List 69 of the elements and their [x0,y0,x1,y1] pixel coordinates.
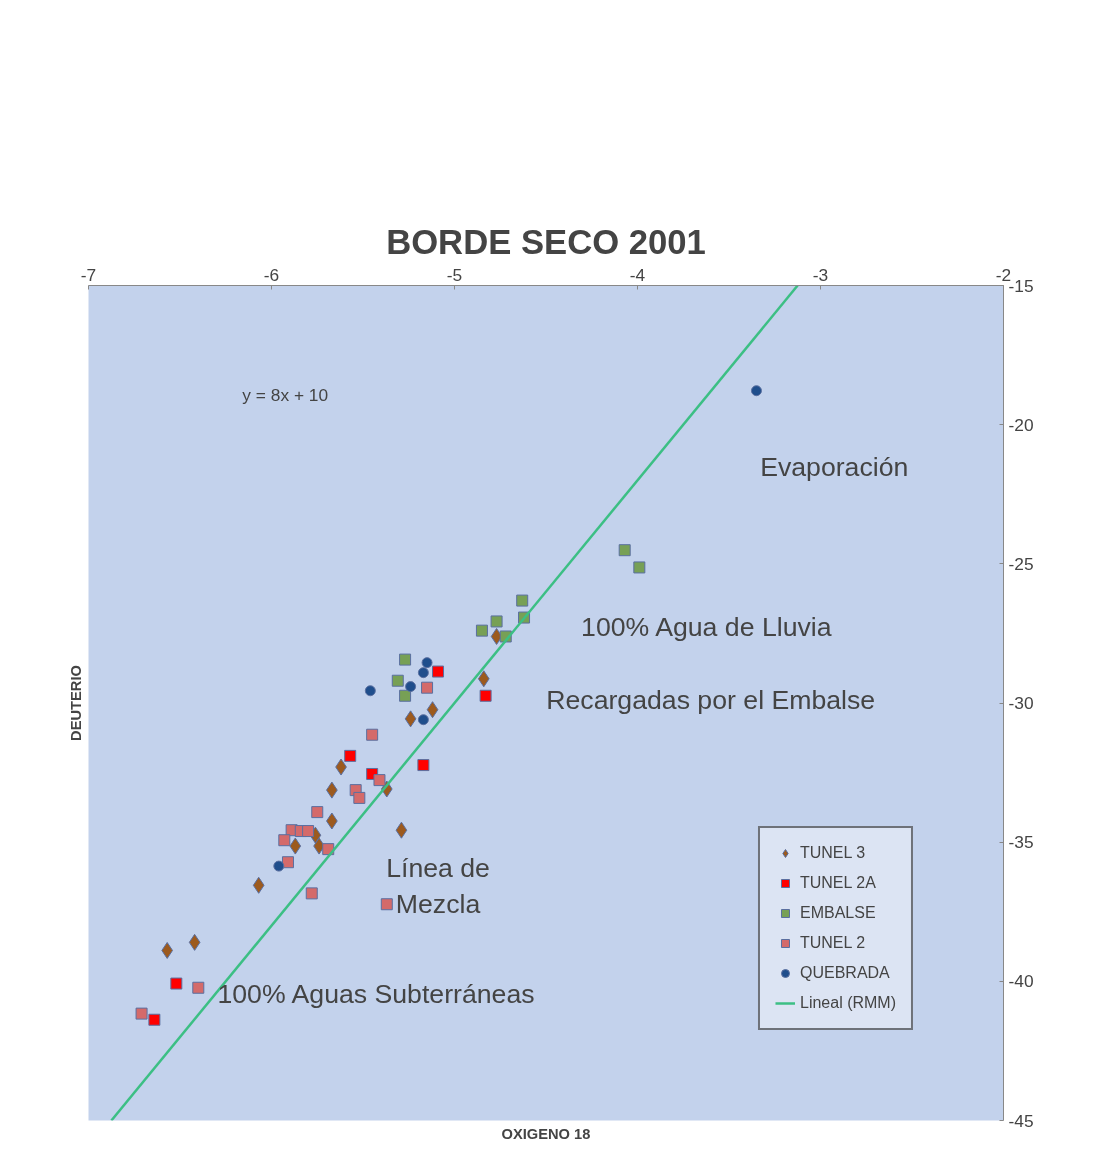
y-tick-label: -30 [1008,693,1034,713]
point [475,624,488,637]
point [633,561,646,574]
annotation: Recargadas por el Embalse [546,684,876,715]
legend-label: Lineal (RMM) [799,994,896,1012]
point [417,667,429,679]
point [516,594,529,607]
point [170,977,183,990]
point [353,791,366,804]
point [477,670,490,688]
point [273,860,285,872]
point [750,385,762,397]
annotation: 100% Aguas Subterráneas [217,979,535,1010]
point [289,837,302,855]
legend-label: TUNEL 2 [799,934,866,952]
legend-label: EMBALSE [799,904,876,922]
point [417,759,430,772]
point [417,714,429,726]
point [311,806,324,819]
x-axis-title: OXIGENO 18 [501,1125,591,1142]
point [404,710,417,728]
point [281,856,294,869]
x-tick-label: -4 [629,264,646,285]
point [432,665,445,678]
point [399,689,412,702]
point [399,653,412,666]
point [344,749,357,762]
x-tick-label: -2 [995,264,1012,285]
point [161,941,174,959]
x-tick-label: -3 [812,264,829,285]
y-tick-label: -35 [1008,832,1034,853]
point [135,1007,148,1020]
point [391,674,404,687]
point [366,728,379,741]
annotation: Línea de Mezcla [386,852,490,919]
point [380,898,393,911]
point [192,981,205,994]
point [405,681,417,693]
point [479,689,492,702]
legend-label: QUEBRADA [799,964,890,982]
x-tick-label: -5 [446,264,463,285]
legend-label: TUNEL 2A [799,874,876,892]
y-tick-label: -20 [1008,414,1034,435]
annotation: y = 8x + 10 [242,384,329,405]
y-axis-title: DEUTERIO [67,665,84,741]
chart-title: BORDE SECO 2001 [386,222,706,261]
point [278,834,291,847]
annotation: Evaporación [760,451,909,482]
point [188,933,201,951]
x-tick-label: -6 [263,264,280,285]
legend-label: TUNEL 3 [799,844,866,862]
point [421,657,433,669]
point [364,685,376,697]
point [421,681,434,694]
y-tick-label: -40 [1008,971,1034,992]
point [373,774,386,787]
point [302,825,315,838]
point [490,615,503,628]
y-tick-label: -25 [1008,553,1034,574]
x-tick-label: -7 [80,264,97,285]
point [426,701,439,719]
point [618,544,631,557]
point [305,887,318,900]
annotation: 100% Agua de Lluvia [581,612,832,643]
point [395,821,408,839]
y-tick-label: -45 [1008,1110,1034,1131]
point [490,627,503,645]
point [148,1013,161,1026]
point [252,876,265,894]
